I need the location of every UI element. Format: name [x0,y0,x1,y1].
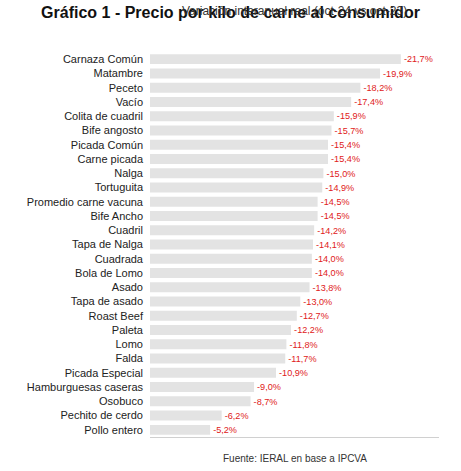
svg-text:Cuadrada: Cuadrada [95,253,144,265]
svg-text:Gráfico 1 - Precio por kilo de: Gráfico 1 - Precio por kilo de carne al … [41,4,420,21]
svg-text:-17,4%: -17,4% [354,97,383,107]
svg-text:-14,1%: -14,1% [316,240,345,250]
svg-text:-14,0%: -14,0% [315,268,344,278]
svg-text:-15,4%: -15,4% [331,154,360,164]
svg-text:Paleta: Paleta [112,324,144,336]
svg-text:-11,7%: -11,7% [288,354,316,364]
svg-text:Roast Beef: Roast Beef [89,310,144,322]
svg-text:Carnaza Común: Carnaza Común [63,53,143,65]
svg-text:Nalga: Nalga [114,167,144,179]
svg-text:-14,0%: -14,0% [315,254,344,264]
svg-text:-10,9%: -10,9% [279,368,308,378]
svg-text:-13,0%: -13,0% [303,297,332,307]
svg-text:Asado: Asado [112,281,143,293]
svg-text:Picada Especial: Picada Especial [65,367,143,379]
svg-text:Hamburguesas caseras: Hamburguesas caseras [27,381,144,393]
svg-text:Pollo entero: Pollo entero [84,424,143,436]
svg-text:-15,7%: -15,7% [335,126,364,136]
svg-text:Bola de Lomo: Bola de Lomo [75,267,143,279]
svg-text:-14,5%: -14,5% [321,211,350,221]
svg-text:-5,2%: -5,2% [213,425,237,435]
svg-text:-19,9%: -19,9% [383,69,412,79]
svg-text:-21,7%: -21,7% [404,54,433,64]
svg-text:Promedio carne vacuna: Promedio carne vacuna [27,196,144,208]
svg-text:-14,2%: -14,2% [317,226,346,236]
svg-text:Fuente: IERAL en base a IPCVA: Fuente: IERAL en base a IPCVA [223,453,367,464]
svg-text:-9,0%: -9,0% [257,382,281,392]
svg-text:-15,0%: -15,0% [326,169,355,179]
svg-text:Bife Ancho: Bife Ancho [90,210,143,222]
svg-text:Bife angosto: Bife angosto [82,124,143,136]
svg-text:-13,8%: -13,8% [313,283,342,293]
svg-text:Tortuguita: Tortuguita [95,181,144,193]
svg-text:Cuadril: Cuadril [108,224,143,236]
svg-text:Carne picada: Carne picada [78,153,144,165]
svg-text:Vacío: Vacío [116,96,143,108]
svg-text:-12,7%: -12,7% [300,311,329,321]
svg-text:Colita de cuadril: Colita de cuadril [64,110,143,122]
svg-text:Picada Común: Picada Común [71,139,143,151]
svg-text:-18,2%: -18,2% [363,83,392,93]
svg-text:-6,2%: -6,2% [225,411,249,421]
svg-text:Tapa de Nalga: Tapa de Nalga [72,238,144,250]
svg-text:Pechito de cerdo: Pechito de cerdo [60,409,143,421]
svg-text:-15,9%: -15,9% [337,111,366,121]
svg-text:Falda: Falda [115,352,143,364]
svg-text:Variación interanual real (oct: Variación interanual real (oct-24 vs oct… [182,4,407,18]
svg-text:Matambre: Matambre [93,67,143,79]
svg-text:-12,2%: -12,2% [294,325,323,335]
svg-text:-11,8%: -11,8% [289,340,317,350]
svg-text:-8,7%: -8,7% [254,397,278,407]
svg-text:-14,5%: -14,5% [321,197,350,207]
svg-text:Osobuco: Osobuco [99,395,143,407]
svg-text:Peceto: Peceto [109,82,143,94]
svg-text:-14,9%: -14,9% [325,183,354,193]
svg-text:-15,4%: -15,4% [331,140,360,150]
svg-text:Tapa de asado: Tapa de asado [71,295,143,307]
svg-text:Lomo: Lomo [115,338,143,350]
